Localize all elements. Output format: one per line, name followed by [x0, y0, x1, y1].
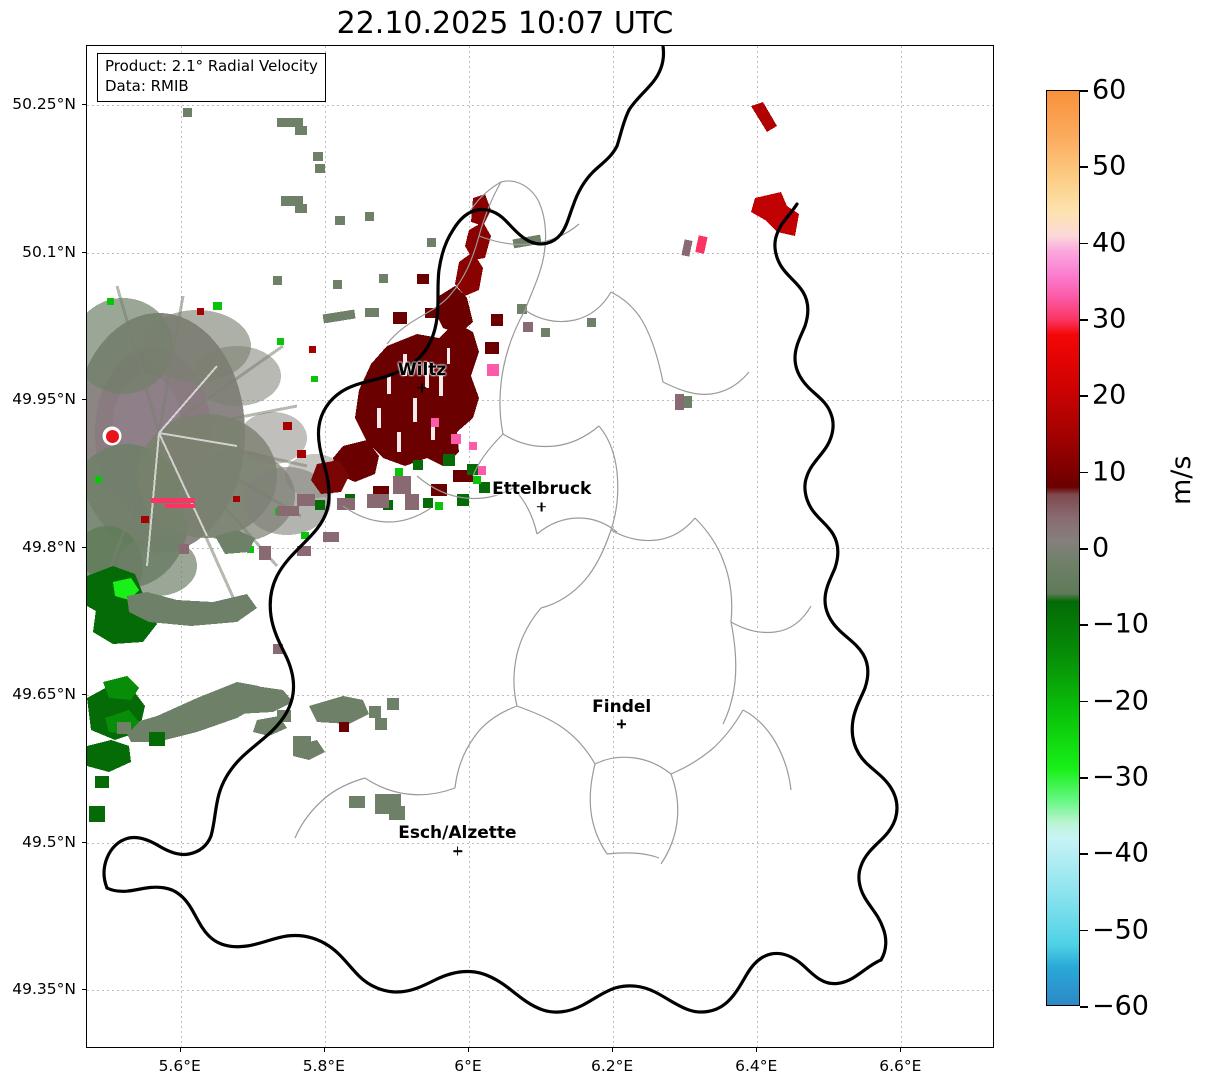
- radar-echo-layer: [87, 102, 799, 822]
- colorbar-tick-mark: [1080, 929, 1088, 932]
- colorbar-tick-mark: [1080, 853, 1088, 855]
- radar-site-marker[interactable]: [102, 426, 122, 446]
- colorbar-tick-mark: [1080, 624, 1088, 626]
- city-marker[interactable]: Wiltz: [398, 360, 446, 394]
- colorbar-tick-label: −10: [1092, 608, 1149, 640]
- y-tick-mark: [82, 251, 86, 253]
- x-tick-mark: [756, 1048, 758, 1052]
- colorbar-tick-label: −40: [1092, 837, 1149, 869]
- gridline-vertical: [324, 46, 326, 1047]
- x-tick-mark: [323, 1048, 325, 1052]
- national-border: [102, 46, 899, 1014]
- colorbar-tick-mark: [1080, 242, 1088, 245]
- gridline-horizontal: [87, 695, 993, 696]
- y-tick-label: 49.5°N: [22, 832, 76, 851]
- y-tick-label: 49.95°N: [12, 390, 76, 408]
- echo-cluster-northeast-echo-lower: [751, 192, 799, 236]
- x-tick-label: 6.2°E: [590, 1057, 634, 1075]
- y-tick-mark: [82, 104, 86, 105]
- colorbar-tick-mark: [1080, 777, 1088, 779]
- colorbar-tick-label: 0: [1092, 532, 1110, 564]
- colorbar-gradient: [1046, 90, 1080, 1006]
- x-tick-label: 5.8°E: [302, 1057, 345, 1075]
- city-label: Findel: [592, 696, 652, 717]
- page-title: 22.10.2025 10:07 UTC: [336, 6, 674, 41]
- gridline-horizontal: [87, 990, 993, 991]
- gridline-vertical: [468, 46, 470, 1047]
- y-tick-mark: [82, 694, 86, 695]
- x-tick-label: 6.6°E: [879, 1057, 922, 1075]
- colorbar[interactable]: 60 50 40 30 20 10 0 −10 −20 −30 −40 −50 −60: [1046, 75, 1149, 1022]
- city-cross-icon: [592, 718, 651, 731]
- gridline-horizontal: [87, 252, 993, 254]
- y-tick-label: 49.8°N: [22, 537, 76, 556]
- colorbar-tick-label: −60: [1092, 990, 1149, 1022]
- x-tick-label: 5.6°E: [158, 1057, 201, 1075]
- colorbar-tick-mark: [1080, 1006, 1088, 1008]
- colorbar-tick-label: 30: [1092, 303, 1127, 335]
- colorbar-tick-label: 20: [1092, 379, 1127, 411]
- city-marker[interactable]: Esch/Alzette: [398, 823, 516, 857]
- y-tick-mark: [82, 841, 86, 843]
- city-cross-icon: [492, 500, 591, 513]
- x-tick-mark: [179, 1048, 181, 1052]
- product-info-box: Product: 2.1° Radial Velocity Data: RMIB: [97, 53, 326, 102]
- colorbar-tick-mark: [1080, 395, 1088, 397]
- colorbar-tick-label: 50: [1092, 150, 1127, 182]
- data-source-line: Data: RMIB: [105, 76, 189, 95]
- city-label: Ettelbruck: [492, 479, 592, 500]
- colorbar-unit-label: m/s: [1166, 455, 1197, 505]
- echo-cluster-radar-clutter-bullseye: [87, 285, 345, 614]
- colorbar-tick-mark: [1080, 471, 1088, 474]
- canton-borders: [294, 180, 812, 865]
- y-tick-label: 49.65°N: [12, 685, 76, 703]
- echo-cluster-northeast-echo-upper: [751, 102, 777, 132]
- colorbar-tick-label: 60: [1092, 74, 1127, 106]
- y-tick-mark: [82, 989, 86, 990]
- y-tick-label: 49.35°N: [12, 980, 76, 998]
- map-canvas: Product: 2.1° Radial Velocity Data: RMIB…: [87, 46, 993, 1047]
- gridline-vertical: [901, 46, 903, 1047]
- y-tick-mark: [82, 399, 86, 400]
- city-label: Esch/Alzette: [398, 823, 517, 844]
- x-tick-mark: [467, 1048, 469, 1052]
- colorbar-tick-label: −20: [1092, 685, 1149, 717]
- x-tick-mark: [612, 1048, 614, 1052]
- city-marker[interactable]: Findel: [592, 697, 651, 731]
- gridline-horizontal: [87, 105, 993, 106]
- city-marker[interactable]: Ettelbruck: [492, 479, 591, 513]
- colorbar-tick-mark: [1080, 700, 1088, 703]
- y-tick-label: 50.25°N: [12, 95, 76, 113]
- echo-small-pair: [681, 235, 708, 257]
- x-tick-label: 6.4°E: [735, 1057, 778, 1075]
- city-cross-icon: [398, 381, 446, 394]
- y-tick-label: 50.1°N: [22, 242, 76, 261]
- colorbar-tick-mark: [1080, 90, 1088, 92]
- city-cross-icon: [398, 844, 516, 857]
- radar-map-plot[interactable]: Product: 2.1° Radial Velocity Data: RMIB…: [86, 45, 994, 1048]
- colorbar-tick-mark: [1080, 166, 1088, 168]
- x-tick-mark: [900, 1048, 902, 1052]
- colorbar-tick-label: 10: [1092, 456, 1127, 488]
- colorbar-tick-label: −50: [1092, 914, 1149, 946]
- y-tick-mark: [82, 546, 86, 548]
- product-line: Product: 2.1° Radial Velocity: [105, 57, 318, 75]
- echo-single-pixel-east: [675, 394, 684, 410]
- colorbar-tick-mark: [1080, 319, 1088, 321]
- gridline-horizontal: [87, 842, 993, 844]
- gridline-horizontal: [87, 547, 993, 549]
- gridline-vertical: [613, 46, 615, 1047]
- x-tick-label: 6°E: [454, 1057, 482, 1075]
- gridline-vertical: [757, 46, 759, 1047]
- geography-layer: [87, 46, 899, 1014]
- gridline-horizontal: [87, 400, 993, 401]
- colorbar-tick-mark: [1080, 548, 1088, 550]
- city-label: Wiltz: [397, 360, 447, 381]
- colorbar-tick-label: 40: [1092, 227, 1127, 259]
- colorbar-tick-label: −30: [1092, 761, 1149, 793]
